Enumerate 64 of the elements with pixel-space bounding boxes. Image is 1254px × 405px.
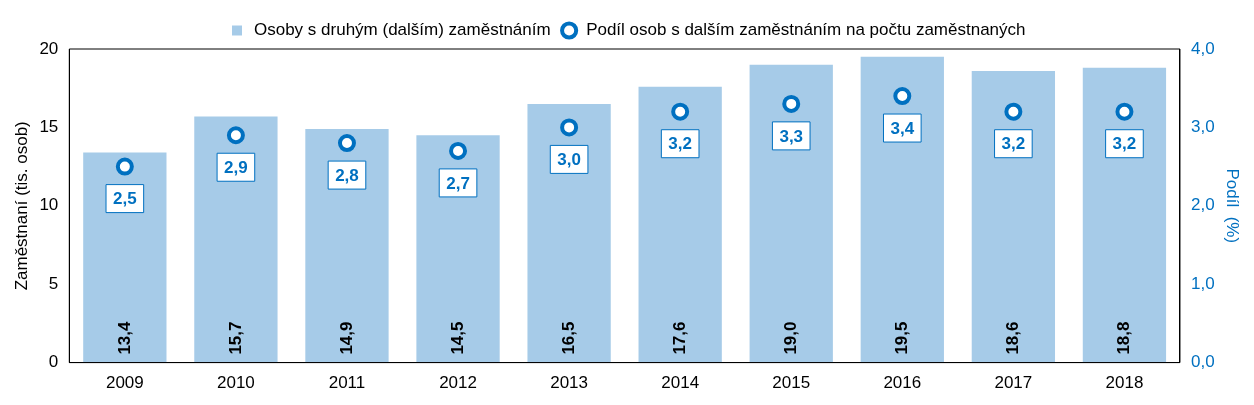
- point: [115, 157, 134, 176]
- y2-tick-label: 2,0: [1190, 195, 1215, 215]
- y-tick-label: 10: [39, 195, 59, 215]
- data-label: 3,2: [1112, 134, 1137, 154]
- y2-axis-title: Podíl (%): [1223, 168, 1243, 244]
- y-tick-label: 5: [48, 273, 59, 293]
- data-label: 19,5: [891, 321, 911, 355]
- point: [449, 141, 468, 160]
- data-label: 19,0: [780, 321, 800, 355]
- bar: [416, 135, 500, 363]
- data-label: 2,9: [224, 157, 248, 177]
- point: [1004, 102, 1023, 121]
- y2-tick-label: 4,0: [1190, 38, 1215, 58]
- y2-tick-label: 3,0: [1190, 117, 1215, 137]
- bar: [83, 152, 167, 363]
- x-tick-label: 2009: [105, 373, 144, 393]
- data-label: 16,5: [558, 321, 578, 355]
- legend-label: Osoby s druhým (dalším) zaměstnáním: [253, 20, 551, 40]
- point: [671, 102, 690, 121]
- y-tick-label: 15: [39, 117, 59, 137]
- legend-label: Podíl osob s dalším zaměstnáním na počtu zaměstnaných: [586, 20, 1026, 40]
- data-label: 3,2: [668, 134, 692, 154]
- y-tick-label: 0: [48, 352, 59, 372]
- data-label: 2,8: [335, 165, 359, 185]
- x-tick-label: 2011: [328, 373, 366, 393]
- bar: [194, 116, 278, 363]
- y2-tick-label: 1,0: [1190, 273, 1215, 293]
- bar: [638, 86, 722, 363]
- bar: [749, 64, 833, 363]
- data-label: 18,8: [1114, 321, 1134, 355]
- bar: [860, 56, 944, 363]
- bar: [971, 70, 1056, 363]
- x-tick-label: 2017: [994, 373, 1033, 393]
- point: [226, 126, 245, 145]
- x-tick-label: 2018: [1105, 373, 1144, 393]
- y-tick-label: 20: [39, 38, 59, 58]
- point: [337, 134, 356, 153]
- x-tick-label: 2015: [772, 373, 811, 393]
- bar: [527, 103, 611, 363]
- point: [560, 118, 579, 137]
- data-label: 3,0: [557, 150, 581, 170]
- point: [1115, 102, 1134, 121]
- x-tick-label: 2012: [439, 373, 477, 393]
- data-label: 14,5: [447, 321, 467, 355]
- x-tick-label: 2014: [661, 373, 700, 393]
- data-label: 17,6: [669, 321, 689, 355]
- bar: [1082, 67, 1167, 363]
- data-label: 13,4: [114, 320, 134, 355]
- data-label: 2,7: [446, 173, 470, 193]
- x-tick-label: 2010: [216, 373, 255, 393]
- data-label: 15,7: [225, 321, 245, 355]
- data-label: 14,9: [336, 321, 356, 355]
- data-label: 2,5: [113, 189, 137, 209]
- y-axis-title: Zaměstnaní (tis. osob): [11, 121, 31, 291]
- data-label: 3,2: [1001, 134, 1026, 154]
- x-tick-label: 2013: [550, 373, 589, 393]
- bar: [305, 128, 389, 363]
- data-label: 18,6: [1003, 321, 1023, 355]
- data-label: 3,3: [779, 126, 804, 146]
- point: [893, 87, 912, 106]
- y2-tick-label: 0,0: [1190, 352, 1215, 372]
- data-label: 3,4: [890, 118, 915, 138]
- x-tick-label: 2016: [883, 373, 922, 393]
- point: [782, 94, 801, 113]
